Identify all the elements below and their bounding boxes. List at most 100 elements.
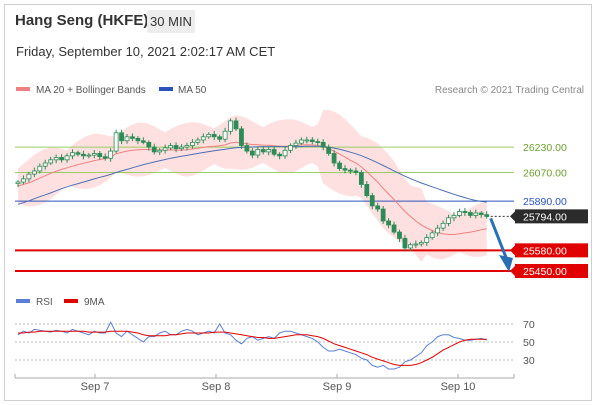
level-label-25794-00: 25794.00: [523, 211, 567, 223]
level-label-box: [515, 264, 588, 278]
candle-body: [130, 136, 135, 139]
x-tick-label: Sep 7: [81, 381, 110, 393]
candle-body: [97, 153, 103, 158]
candle-body: [200, 136, 206, 141]
candle-body: [222, 130, 228, 140]
x-tick-label: Sep 9: [323, 381, 352, 393]
candle-body: [369, 195, 375, 207]
chart-legend: MA 20 + Bollinger Bands MA 50 Research ©…: [16, 85, 584, 96]
candle-body: [375, 205, 381, 210]
candle-body: [342, 168, 348, 171]
level-label-box: [515, 243, 588, 258]
candle-body: [255, 149, 261, 156]
candle-body: [331, 153, 337, 164]
rsi-tick-50: 50: [523, 337, 535, 349]
x-tick-label: Sep 10: [441, 381, 476, 393]
candle-body: [86, 154, 92, 157]
chart-datetime: Friday, September 10, 2021 2:02:17 AM CE…: [16, 44, 276, 59]
candle-body: [75, 152, 81, 155]
candle-body: [424, 237, 430, 243]
level-label-pointer: [510, 266, 515, 276]
candle-body: [249, 150, 255, 156]
x-axis: Sep 7 Sep 8 Sep 9 Sep 10: [14, 374, 515, 393]
bollinger-legend-swatch: [16, 87, 30, 91]
level-label-pointer: [510, 245, 515, 256]
candle-body: [113, 132, 119, 152]
candle-body: [293, 142, 299, 146]
instrument-title: Hang Seng (HKFE): [15, 12, 149, 29]
candle-body: [102, 156, 108, 159]
candle-body: [397, 231, 402, 239]
candle-body: [195, 139, 201, 143]
forecast-arrow-head: [499, 255, 513, 272]
candle-body: [337, 162, 342, 169]
candle-body: [184, 145, 190, 148]
candle-body: [119, 132, 124, 142]
candle-body: [233, 120, 239, 130]
candle-body: [380, 208, 386, 222]
rsi-ma-line: [18, 330, 487, 366]
candle-body: [173, 145, 179, 150]
level-label-25580-00: 25580.00: [523, 245, 567, 257]
candle-body: [478, 212, 484, 216]
candle-body: [326, 146, 332, 154]
level-label-pointer: [510, 211, 515, 222]
candle-body: [320, 141, 326, 148]
candle-body: [298, 139, 304, 144]
candle-body: [15, 181, 21, 185]
rsi-line: [17, 321, 487, 370]
rsi-panel: 70 50 30: [15, 319, 535, 370]
candle-body: [124, 136, 130, 142]
ma50-line: [17, 145, 487, 205]
candle-body: [429, 232, 435, 239]
candle-body: [288, 145, 293, 151]
candle-body: [42, 162, 48, 167]
level-label-25890-00: 25890.00: [523, 196, 567, 208]
candle-body: [364, 184, 370, 196]
level-label-25450-00: 25450.00: [523, 266, 567, 278]
candle-body: [157, 149, 163, 153]
candle-body: [467, 212, 473, 216]
candle-body: [81, 153, 86, 157]
candle-body: [446, 217, 451, 224]
candle-body: [407, 244, 413, 249]
level-label-26070-00: 26070.00: [523, 168, 567, 180]
candle-body: [353, 170, 359, 173]
level-label-box: [515, 209, 588, 224]
rsi-tick-70: 70: [523, 319, 535, 331]
candle-body: [48, 159, 54, 164]
candle-body: [473, 212, 479, 216]
forecast-arrow-group: [489, 217, 513, 272]
ma50-legend-swatch: [159, 87, 173, 91]
candle-body: [31, 170, 37, 175]
candle-body: [402, 238, 408, 249]
candle-body: [266, 149, 272, 153]
chart-frame: [4, 4, 592, 401]
candle-body: [260, 149, 266, 153]
candle-body: [206, 134, 212, 138]
candle-body: [59, 157, 64, 161]
bollinger-band-group: [18, 110, 487, 262]
research-credit: Research © 2021 Trading Central: [435, 85, 584, 96]
candle-body: [211, 134, 217, 138]
ma20-line: [17, 141, 487, 235]
candle-body: [64, 155, 70, 161]
ma9-legend-swatch: [64, 299, 78, 303]
candle-body: [135, 137, 141, 142]
forecast-arrow: [489, 217, 509, 261]
level-labels: 26230.00 26070.00 25890.00 25794.00 25580.00…: [510, 140, 588, 278]
candle-body: [304, 139, 310, 142]
rsi-legend-swatch: [16, 299, 30, 303]
candle-body: [358, 172, 364, 185]
candle-body: [239, 128, 244, 146]
candle-body: [168, 145, 174, 149]
candle-body: [391, 224, 397, 233]
candle-body: [21, 178, 26, 183]
level-label-box: [515, 165, 588, 180]
candle-body: [53, 157, 59, 161]
rsi-legend: RSI 9MA: [16, 297, 105, 308]
candle-body: [451, 215, 457, 219]
candle-body: [271, 149, 277, 155]
timeframe-badge[interactable]: 30 MIN: [147, 10, 195, 33]
